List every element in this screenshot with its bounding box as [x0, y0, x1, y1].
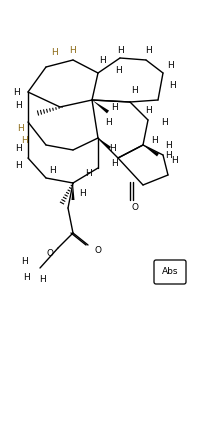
Text: H: H	[22, 135, 28, 144]
Polygon shape	[143, 145, 159, 156]
Text: H: H	[15, 160, 21, 170]
Text: Abs: Abs	[162, 267, 178, 277]
Text: H: H	[100, 56, 106, 64]
FancyBboxPatch shape	[154, 260, 186, 284]
Text: H: H	[49, 166, 55, 174]
Text: H: H	[169, 80, 175, 90]
Text: H: H	[172, 155, 178, 164]
Text: H: H	[112, 103, 118, 111]
Text: H: H	[167, 60, 173, 70]
Text: H: H	[52, 48, 58, 56]
Text: H: H	[165, 140, 171, 150]
Polygon shape	[72, 183, 74, 200]
Text: H: H	[112, 159, 118, 167]
Text: H: H	[145, 106, 151, 115]
Text: H: H	[17, 123, 23, 132]
Text: H: H	[117, 45, 123, 55]
Text: H: H	[109, 143, 115, 152]
Text: H: H	[21, 258, 27, 266]
Text: H: H	[23, 274, 29, 282]
Text: O: O	[94, 246, 102, 254]
Text: O: O	[47, 249, 53, 258]
Text: H: H	[152, 135, 158, 144]
Text: H: H	[115, 66, 121, 75]
Text: H: H	[79, 189, 85, 198]
Polygon shape	[98, 138, 111, 149]
Text: H: H	[15, 143, 21, 152]
Text: H: H	[105, 118, 111, 127]
Text: H: H	[132, 86, 138, 95]
Text: H: H	[15, 100, 21, 110]
Text: H: H	[85, 169, 91, 178]
Text: H: H	[162, 118, 168, 127]
Text: H: H	[70, 45, 76, 55]
Text: H: H	[165, 151, 171, 159]
Text: O: O	[131, 202, 139, 211]
Text: H: H	[39, 275, 45, 285]
Text: H: H	[145, 45, 151, 55]
Polygon shape	[92, 100, 109, 113]
Text: H: H	[13, 87, 19, 96]
